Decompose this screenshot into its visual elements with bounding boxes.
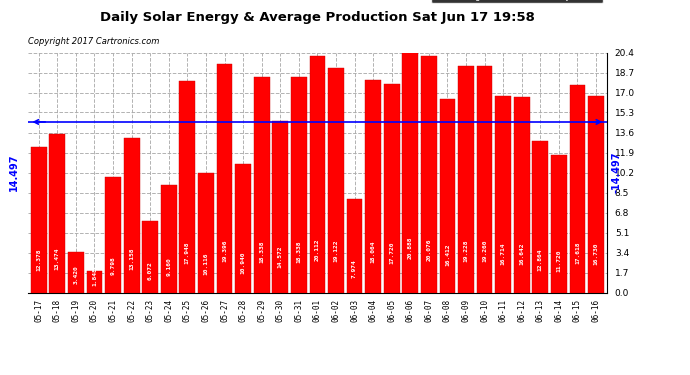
Text: 10.116: 10.116 <box>204 252 208 275</box>
Text: 16.714: 16.714 <box>501 243 506 266</box>
Bar <box>68 252 83 292</box>
Text: 18.338: 18.338 <box>296 241 302 263</box>
Bar <box>346 199 362 292</box>
Text: 3.420: 3.420 <box>73 266 79 284</box>
Bar <box>179 81 195 292</box>
Bar <box>291 77 307 292</box>
Text: 1.848: 1.848 <box>92 267 97 286</box>
Bar <box>551 154 566 292</box>
Bar <box>588 96 604 292</box>
Text: 12.378: 12.378 <box>37 249 41 272</box>
Bar <box>86 271 102 292</box>
Legend: Average  (kWh), Daily  (kWh): Average (kWh), Daily (kWh) <box>431 0 603 3</box>
Bar <box>365 80 381 292</box>
Text: 17.948: 17.948 <box>185 241 190 264</box>
Text: 13.158: 13.158 <box>129 248 134 270</box>
Bar <box>310 56 325 292</box>
Bar <box>533 141 549 292</box>
Bar <box>402 47 418 292</box>
Text: 18.338: 18.338 <box>259 241 264 263</box>
Bar <box>161 185 177 292</box>
Text: 16.642: 16.642 <box>520 243 524 266</box>
Bar <box>273 121 288 292</box>
Text: 20.112: 20.112 <box>315 238 320 261</box>
Bar <box>514 97 530 292</box>
Bar <box>105 177 121 292</box>
Text: 13.474: 13.474 <box>55 248 60 270</box>
Bar <box>124 138 139 292</box>
Bar <box>217 64 233 292</box>
Text: 14.572: 14.572 <box>278 246 283 268</box>
Text: 17.618: 17.618 <box>575 242 580 264</box>
Text: 16.412: 16.412 <box>445 243 450 266</box>
Bar <box>235 164 251 292</box>
Bar <box>254 77 270 292</box>
Text: 9.798: 9.798 <box>110 256 115 275</box>
Bar <box>384 84 400 292</box>
Bar <box>495 96 511 292</box>
Text: -14.497: -14.497 <box>611 152 621 193</box>
Text: 7.974: 7.974 <box>352 259 357 278</box>
Text: 19.260: 19.260 <box>482 239 487 262</box>
Text: 6.072: 6.072 <box>148 262 152 280</box>
Bar <box>50 134 66 292</box>
Text: Copyright 2017 Cartronics.com: Copyright 2017 Cartronics.com <box>28 38 159 46</box>
Bar <box>198 174 214 292</box>
Text: 16.730: 16.730 <box>593 243 598 266</box>
Text: 10.940: 10.940 <box>241 251 246 273</box>
Text: 17.720: 17.720 <box>389 242 394 264</box>
Text: 20.076: 20.076 <box>426 238 431 261</box>
Bar <box>142 221 158 292</box>
Bar <box>31 147 47 292</box>
Bar <box>458 66 474 292</box>
Text: 19.122: 19.122 <box>333 240 339 262</box>
Bar <box>328 68 344 292</box>
Text: 9.160: 9.160 <box>166 257 171 276</box>
Text: 19.396: 19.396 <box>222 239 227 262</box>
Bar <box>440 99 455 292</box>
Text: 20.888: 20.888 <box>408 237 413 260</box>
Text: 11.720: 11.720 <box>556 250 562 272</box>
Bar <box>569 85 585 292</box>
Text: Daily Solar Energy & Average Production Sat Jun 17 19:58: Daily Solar Energy & Average Production … <box>100 11 535 24</box>
Text: 14.497: 14.497 <box>9 154 19 191</box>
Text: 19.228: 19.228 <box>464 239 469 262</box>
Bar <box>477 66 493 292</box>
Bar <box>421 56 437 292</box>
Text: 18.064: 18.064 <box>371 241 375 264</box>
Text: 12.864: 12.864 <box>538 248 543 271</box>
